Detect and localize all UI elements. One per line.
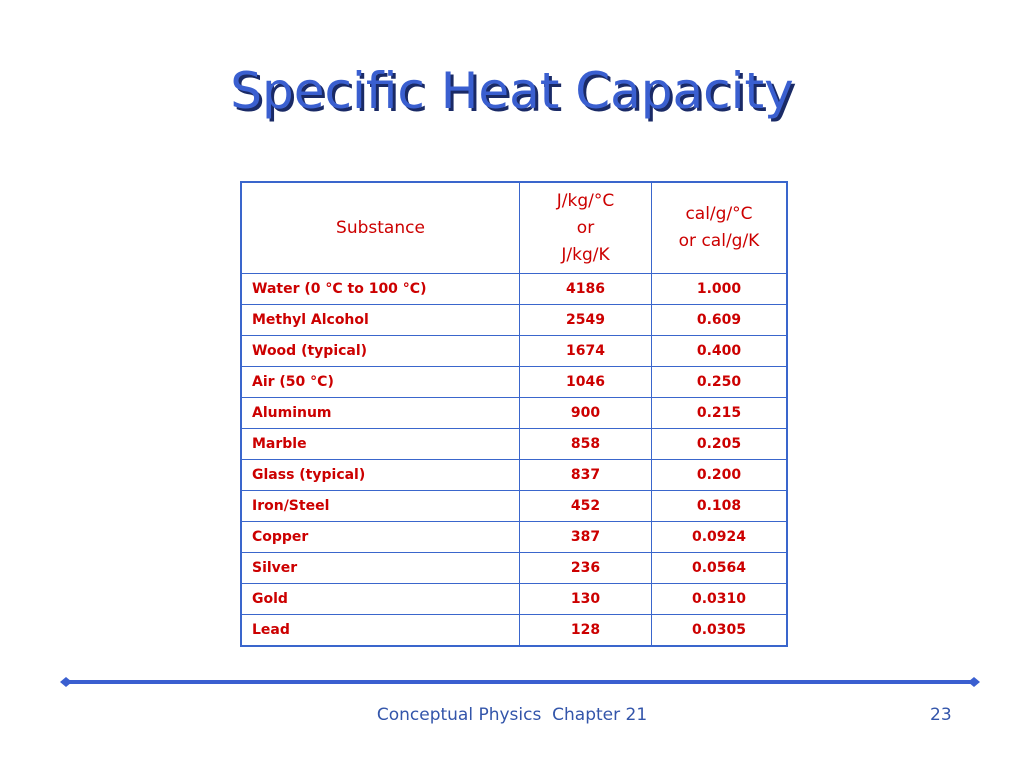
table-cell: 452 [519,490,652,522]
table-cell: 1674 [519,335,652,367]
table-cell: 4186 [519,273,652,305]
table-cell: 387 [519,521,652,553]
heat-table: Substance J/kg/°C or J/kg/K cal/g/°C or cal/g… [240,181,788,647]
table-cell: Gold [240,583,520,615]
table-row: Wood (typical) 1674 0.400 [240,335,788,367]
header-cell: cal/g/°C or cal/g/K [651,181,788,274]
table-cell: 837 [519,459,652,491]
table-cell: 0.609 [651,304,788,336]
table-cell: 0.108 [651,490,788,522]
table-cell: 1046 [519,366,652,398]
table-cell: Marble [240,428,520,460]
table-row: Aluminum 900 0.215 [240,397,788,429]
table-cell: 0.0305 [651,614,788,647]
table-cell: 2549 [519,304,652,336]
table-cell: Silver [240,552,520,584]
table-row: Iron/Steel 452 0.108 [240,490,788,522]
page-number: 23 [930,705,952,725]
table-cell: 0.400 [651,335,788,367]
table-cell: 0.215 [651,397,788,429]
table-body: Water (0 °C to 100 °C) 4186 1.000 Methyl Al… [240,273,788,647]
divider-end [968,677,980,687]
table-cell: 0.0310 [651,583,788,615]
header-line: or cal/g/K [678,231,760,251]
table-row: Marble 858 0.205 [240,428,788,460]
table-cell: Lead [240,614,520,647]
header-row: Substance J/kg/°C or J/kg/K cal/g/°C or cal/g… [240,181,788,274]
table-cell: Wood (typical) [240,335,520,367]
table-cell: 128 [519,614,652,647]
title: Specific Heat Capacity [230,62,794,120]
table-cell: Glass (typical) [240,459,520,491]
table-cell: 900 [519,397,652,429]
header-line: Substance [336,217,425,238]
header-line: J/kg/°C [556,190,615,211]
divider-end [60,677,72,687]
table-row: Lead 128 0.0305 [240,614,788,647]
table-cell: 1.000 [651,273,788,305]
header-line: or [576,217,595,238]
table-cell: 0.0924 [651,521,788,553]
table-cell: Iron/Steel [240,490,520,522]
table-cell: 0.200 [651,459,788,491]
table-row: Air (50 °C) 1046 0.250 [240,366,788,398]
table-cell: 130 [519,583,652,615]
table-row: Gold 130 0.0310 [240,583,788,615]
table-head: Substance J/kg/°C or J/kg/K cal/g/°C or cal/g… [240,181,788,274]
header-line: cal/g/°C [685,204,753,224]
table-cell: Air (50 °C) [240,366,520,398]
table-cell: 236 [519,552,652,584]
table-cell: 0.250 [651,366,788,398]
table-row: Methyl Alcohol 2549 0.609 [240,304,788,336]
table-cell: Copper [240,521,520,553]
table-cell: 858 [519,428,652,460]
table-cell: Water (0 °C to 100 °C) [240,273,520,305]
header-cell: J/kg/°C or J/kg/K [519,181,652,274]
table-cell: Aluminum [240,397,520,429]
divider [60,677,980,687]
table-cell: Methyl Alcohol [240,304,520,336]
table-cell: 0.0564 [651,552,788,584]
table-row: Silver 236 0.0564 [240,552,788,584]
table-cell: 0.205 [651,428,788,460]
header-line: J/kg/K [561,244,610,265]
table-row: Glass (typical) 837 0.200 [240,459,788,491]
footer-text: Conceptual Physics Chapter 21 [376,705,648,725]
header-cell: Substance [240,181,520,274]
table-row: Water (0 °C to 100 °C) 4186 1.000 [240,273,788,305]
table-row: Copper 387 0.0924 [240,521,788,553]
